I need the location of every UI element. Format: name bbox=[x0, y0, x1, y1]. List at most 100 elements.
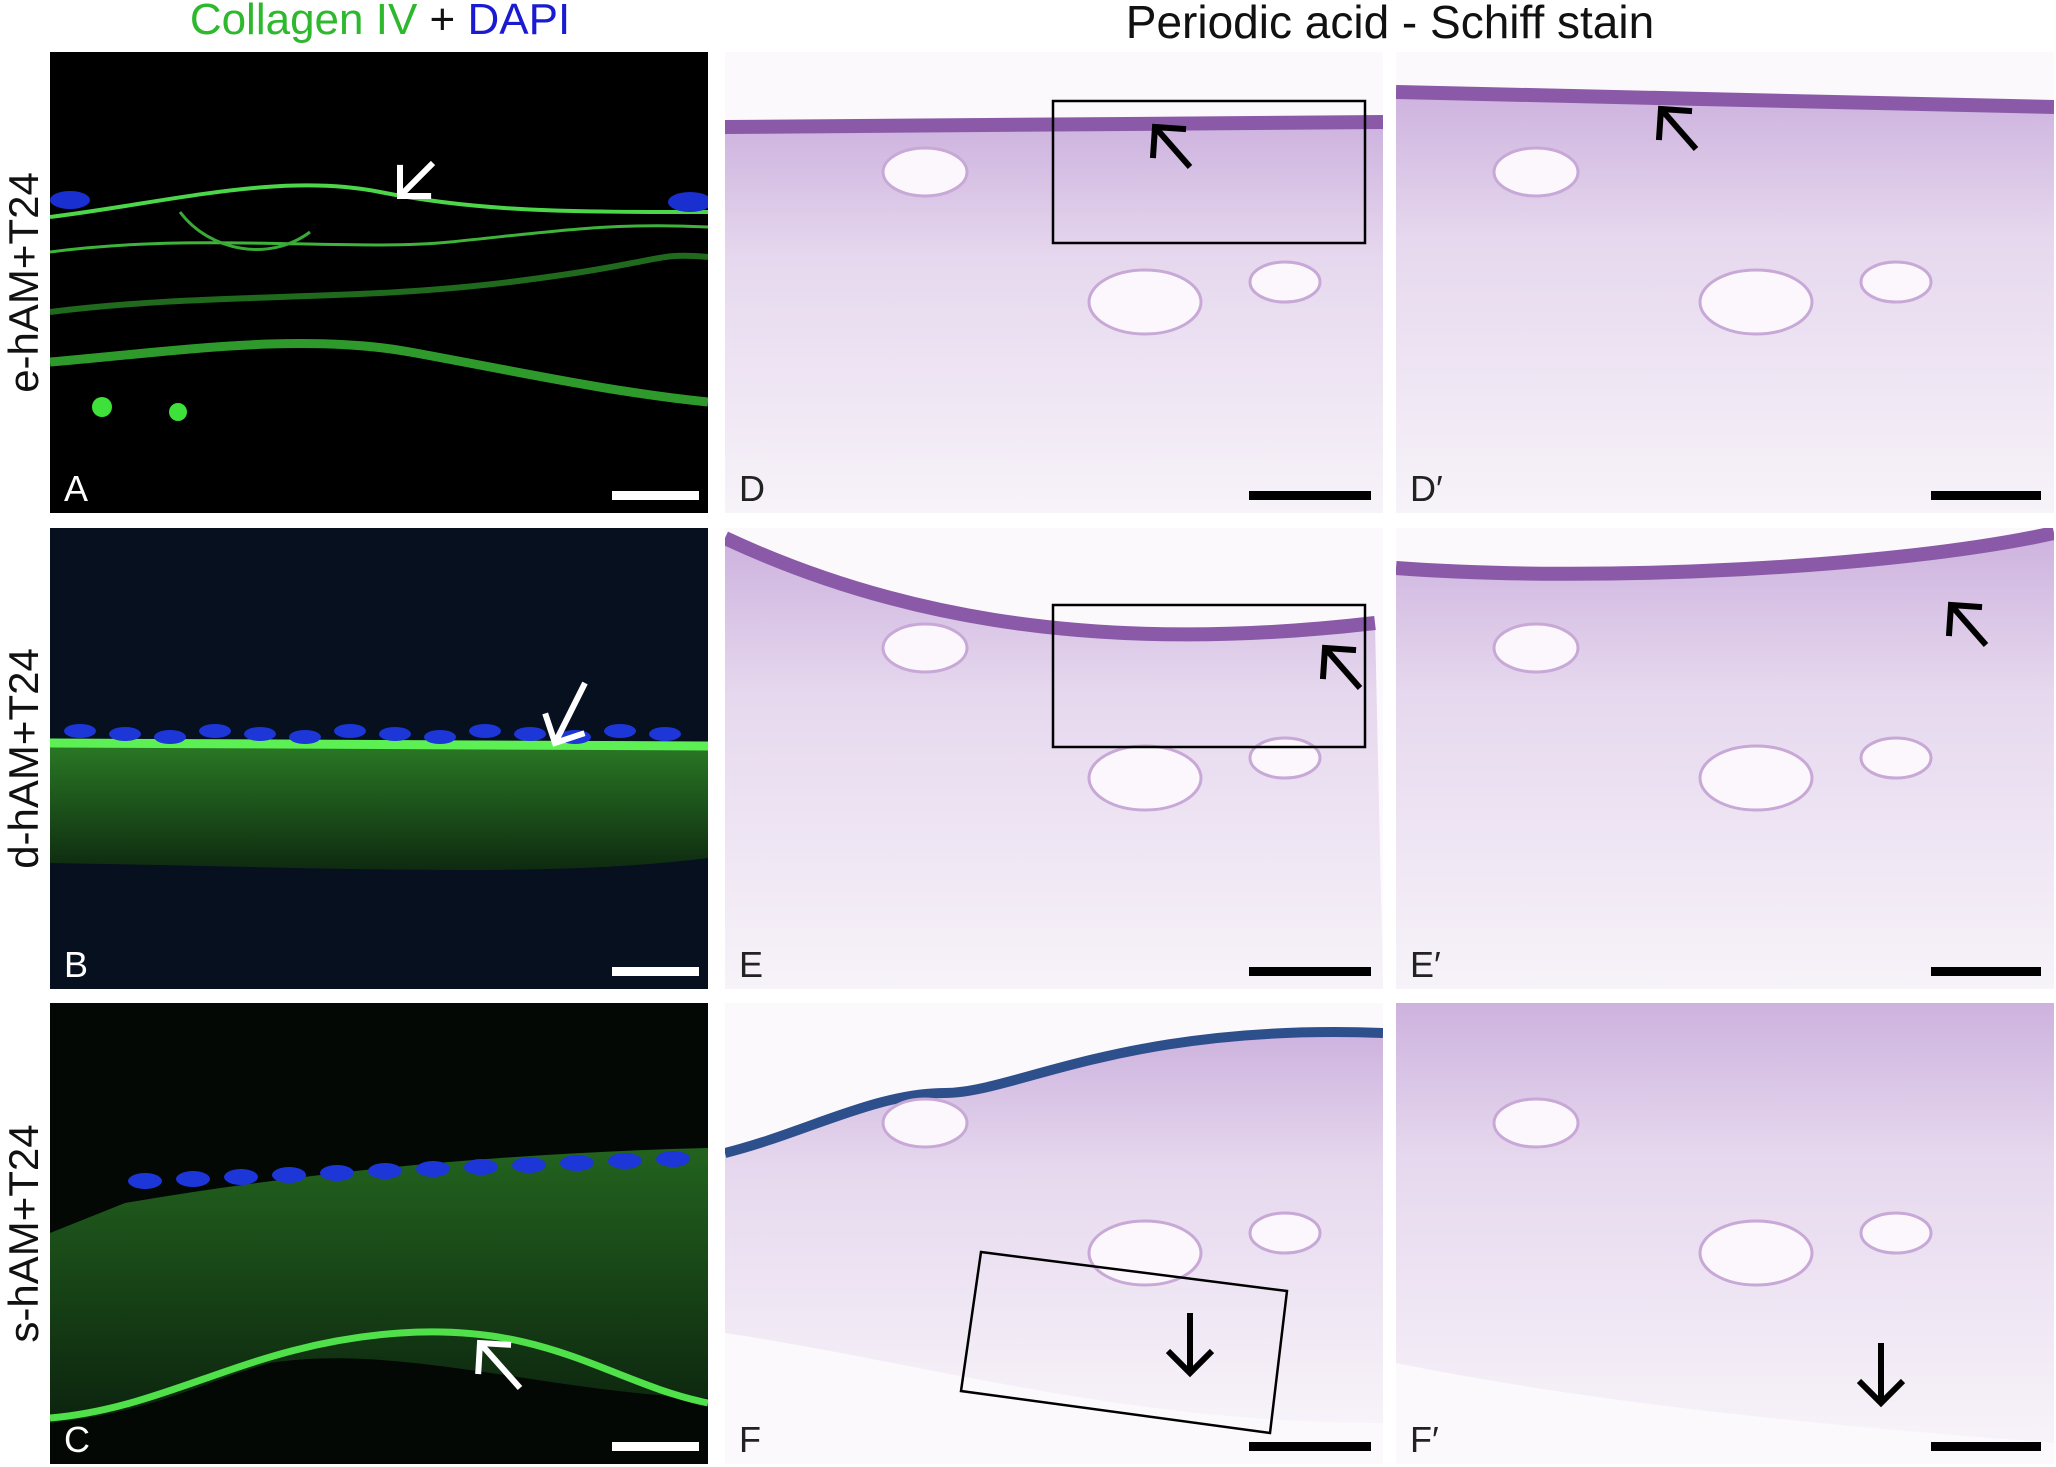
scale-bar bbox=[1249, 491, 1371, 500]
panel-image bbox=[725, 528, 1383, 989]
lumen bbox=[881, 622, 969, 674]
collagen-label: Collagen IV bbox=[190, 0, 418, 44]
dapi-nucleus bbox=[416, 1161, 450, 1177]
scale-bar bbox=[612, 967, 699, 976]
background bbox=[50, 52, 708, 513]
panel-letter: B bbox=[64, 944, 88, 985]
panel-image bbox=[50, 1003, 708, 1464]
collagen-line bbox=[50, 1328, 708, 1422]
panel: B bbox=[50, 528, 708, 989]
inset-box bbox=[1051, 603, 1367, 749]
panel: D bbox=[725, 52, 1383, 513]
green-spot bbox=[169, 403, 187, 421]
arrow-shaft bbox=[397, 160, 436, 199]
lumen bbox=[1087, 1219, 1203, 1287]
dapi-nucleus bbox=[64, 724, 96, 738]
lumen bbox=[1248, 736, 1322, 780]
arrow-shaft bbox=[477, 1341, 523, 1390]
panel: D′ bbox=[1396, 52, 2054, 513]
dapi-nucleus bbox=[50, 191, 90, 209]
dapi-label: DAPI bbox=[467, 0, 570, 44]
lumen bbox=[1248, 260, 1322, 304]
epithelium bbox=[725, 531, 1376, 642]
arrow-head bbox=[1319, 644, 1357, 680]
panel-letter: C bbox=[64, 1419, 90, 1460]
scale-bar bbox=[1249, 1442, 1371, 1451]
panel-image bbox=[50, 52, 708, 513]
epithelium bbox=[1396, 85, 2054, 114]
scale-bar bbox=[612, 1442, 699, 1451]
dapi-nucleus bbox=[656, 1151, 690, 1167]
lumen bbox=[1492, 146, 1580, 198]
dapi-nucleus bbox=[334, 724, 366, 738]
lumen bbox=[1698, 744, 1814, 812]
row-label: d-hAM+T24 bbox=[0, 648, 47, 869]
panel-letter: D bbox=[739, 468, 765, 509]
panel: F bbox=[725, 1003, 1383, 1464]
lumen bbox=[1698, 1219, 1814, 1287]
panel-letter: F′ bbox=[1410, 1419, 1439, 1460]
epithelium bbox=[1396, 528, 2054, 581]
dapi-nucleus bbox=[109, 727, 141, 741]
panel: C bbox=[50, 1003, 708, 1464]
epithelium bbox=[725, 1027, 1383, 1158]
dapi-nucleus bbox=[154, 730, 186, 744]
collagen-band bbox=[50, 252, 708, 315]
fluorescence-title: Collagen IV + DAPI bbox=[190, 0, 570, 44]
dapi-nucleus bbox=[514, 727, 546, 741]
inset-box bbox=[1051, 99, 1367, 245]
dapi-nucleus bbox=[244, 727, 276, 741]
arrow-head bbox=[1945, 601, 1983, 637]
pas-title: Periodic acid - Schiff stain bbox=[1126, 0, 1654, 48]
dapi-nucleus bbox=[512, 1157, 546, 1173]
dapi-nucleus bbox=[320, 1165, 354, 1181]
lumen bbox=[1859, 736, 1933, 780]
collagen-band bbox=[50, 224, 708, 254]
lumen bbox=[881, 146, 969, 198]
scale-bar bbox=[612, 491, 699, 500]
arrow-head bbox=[1149, 123, 1187, 159]
panel-letter: E′ bbox=[1410, 944, 1441, 985]
tissue bbox=[1396, 1003, 2054, 1443]
panel: A bbox=[50, 52, 708, 513]
lumen bbox=[1087, 268, 1203, 336]
dapi-nucleus bbox=[424, 730, 456, 744]
collagen-band bbox=[50, 338, 708, 407]
panel-letter: D′ bbox=[1410, 468, 1443, 509]
lumen bbox=[1859, 1211, 1933, 1255]
collagen-band bbox=[178, 211, 311, 251]
arrow-shaft bbox=[1152, 125, 1193, 169]
dapi-nucleus bbox=[604, 724, 636, 738]
panel: E bbox=[725, 528, 1383, 989]
dapi-nucleus bbox=[224, 1169, 258, 1185]
panel-image bbox=[1396, 1003, 2054, 1464]
lumen bbox=[1859, 260, 1933, 304]
dapi-nucleus bbox=[272, 1167, 306, 1183]
dapi-nucleus bbox=[560, 1155, 594, 1171]
plus: + bbox=[430, 0, 456, 44]
arrow-shaft bbox=[1658, 107, 1699, 151]
scale-bar bbox=[1931, 1442, 2041, 1451]
panel-letter: F bbox=[739, 1419, 761, 1460]
dapi-nucleus bbox=[176, 1171, 210, 1187]
dapi-nucleus bbox=[668, 192, 708, 212]
inset-box bbox=[959, 1250, 1289, 1435]
collagen-band bbox=[50, 183, 708, 219]
dapi-nucleus bbox=[464, 1159, 498, 1175]
lumen bbox=[1248, 1211, 1322, 1255]
lumen bbox=[881, 1097, 969, 1149]
arrow-head bbox=[397, 164, 432, 199]
row-label: e-hAM+T24 bbox=[0, 172, 47, 393]
scale-bar bbox=[1249, 967, 1371, 976]
dapi-nucleus bbox=[128, 1173, 162, 1189]
green-spot bbox=[92, 397, 112, 417]
dapi-nucleus bbox=[379, 727, 411, 741]
row-label: s-hAM+T24 bbox=[0, 1124, 47, 1342]
panel-letter: A bbox=[64, 468, 88, 509]
lumen bbox=[1087, 744, 1203, 812]
dapi-nucleus bbox=[649, 727, 681, 741]
scale-bar bbox=[1931, 967, 2041, 976]
arrow-head bbox=[475, 1339, 512, 1375]
arrow-head bbox=[1856, 1378, 1906, 1408]
